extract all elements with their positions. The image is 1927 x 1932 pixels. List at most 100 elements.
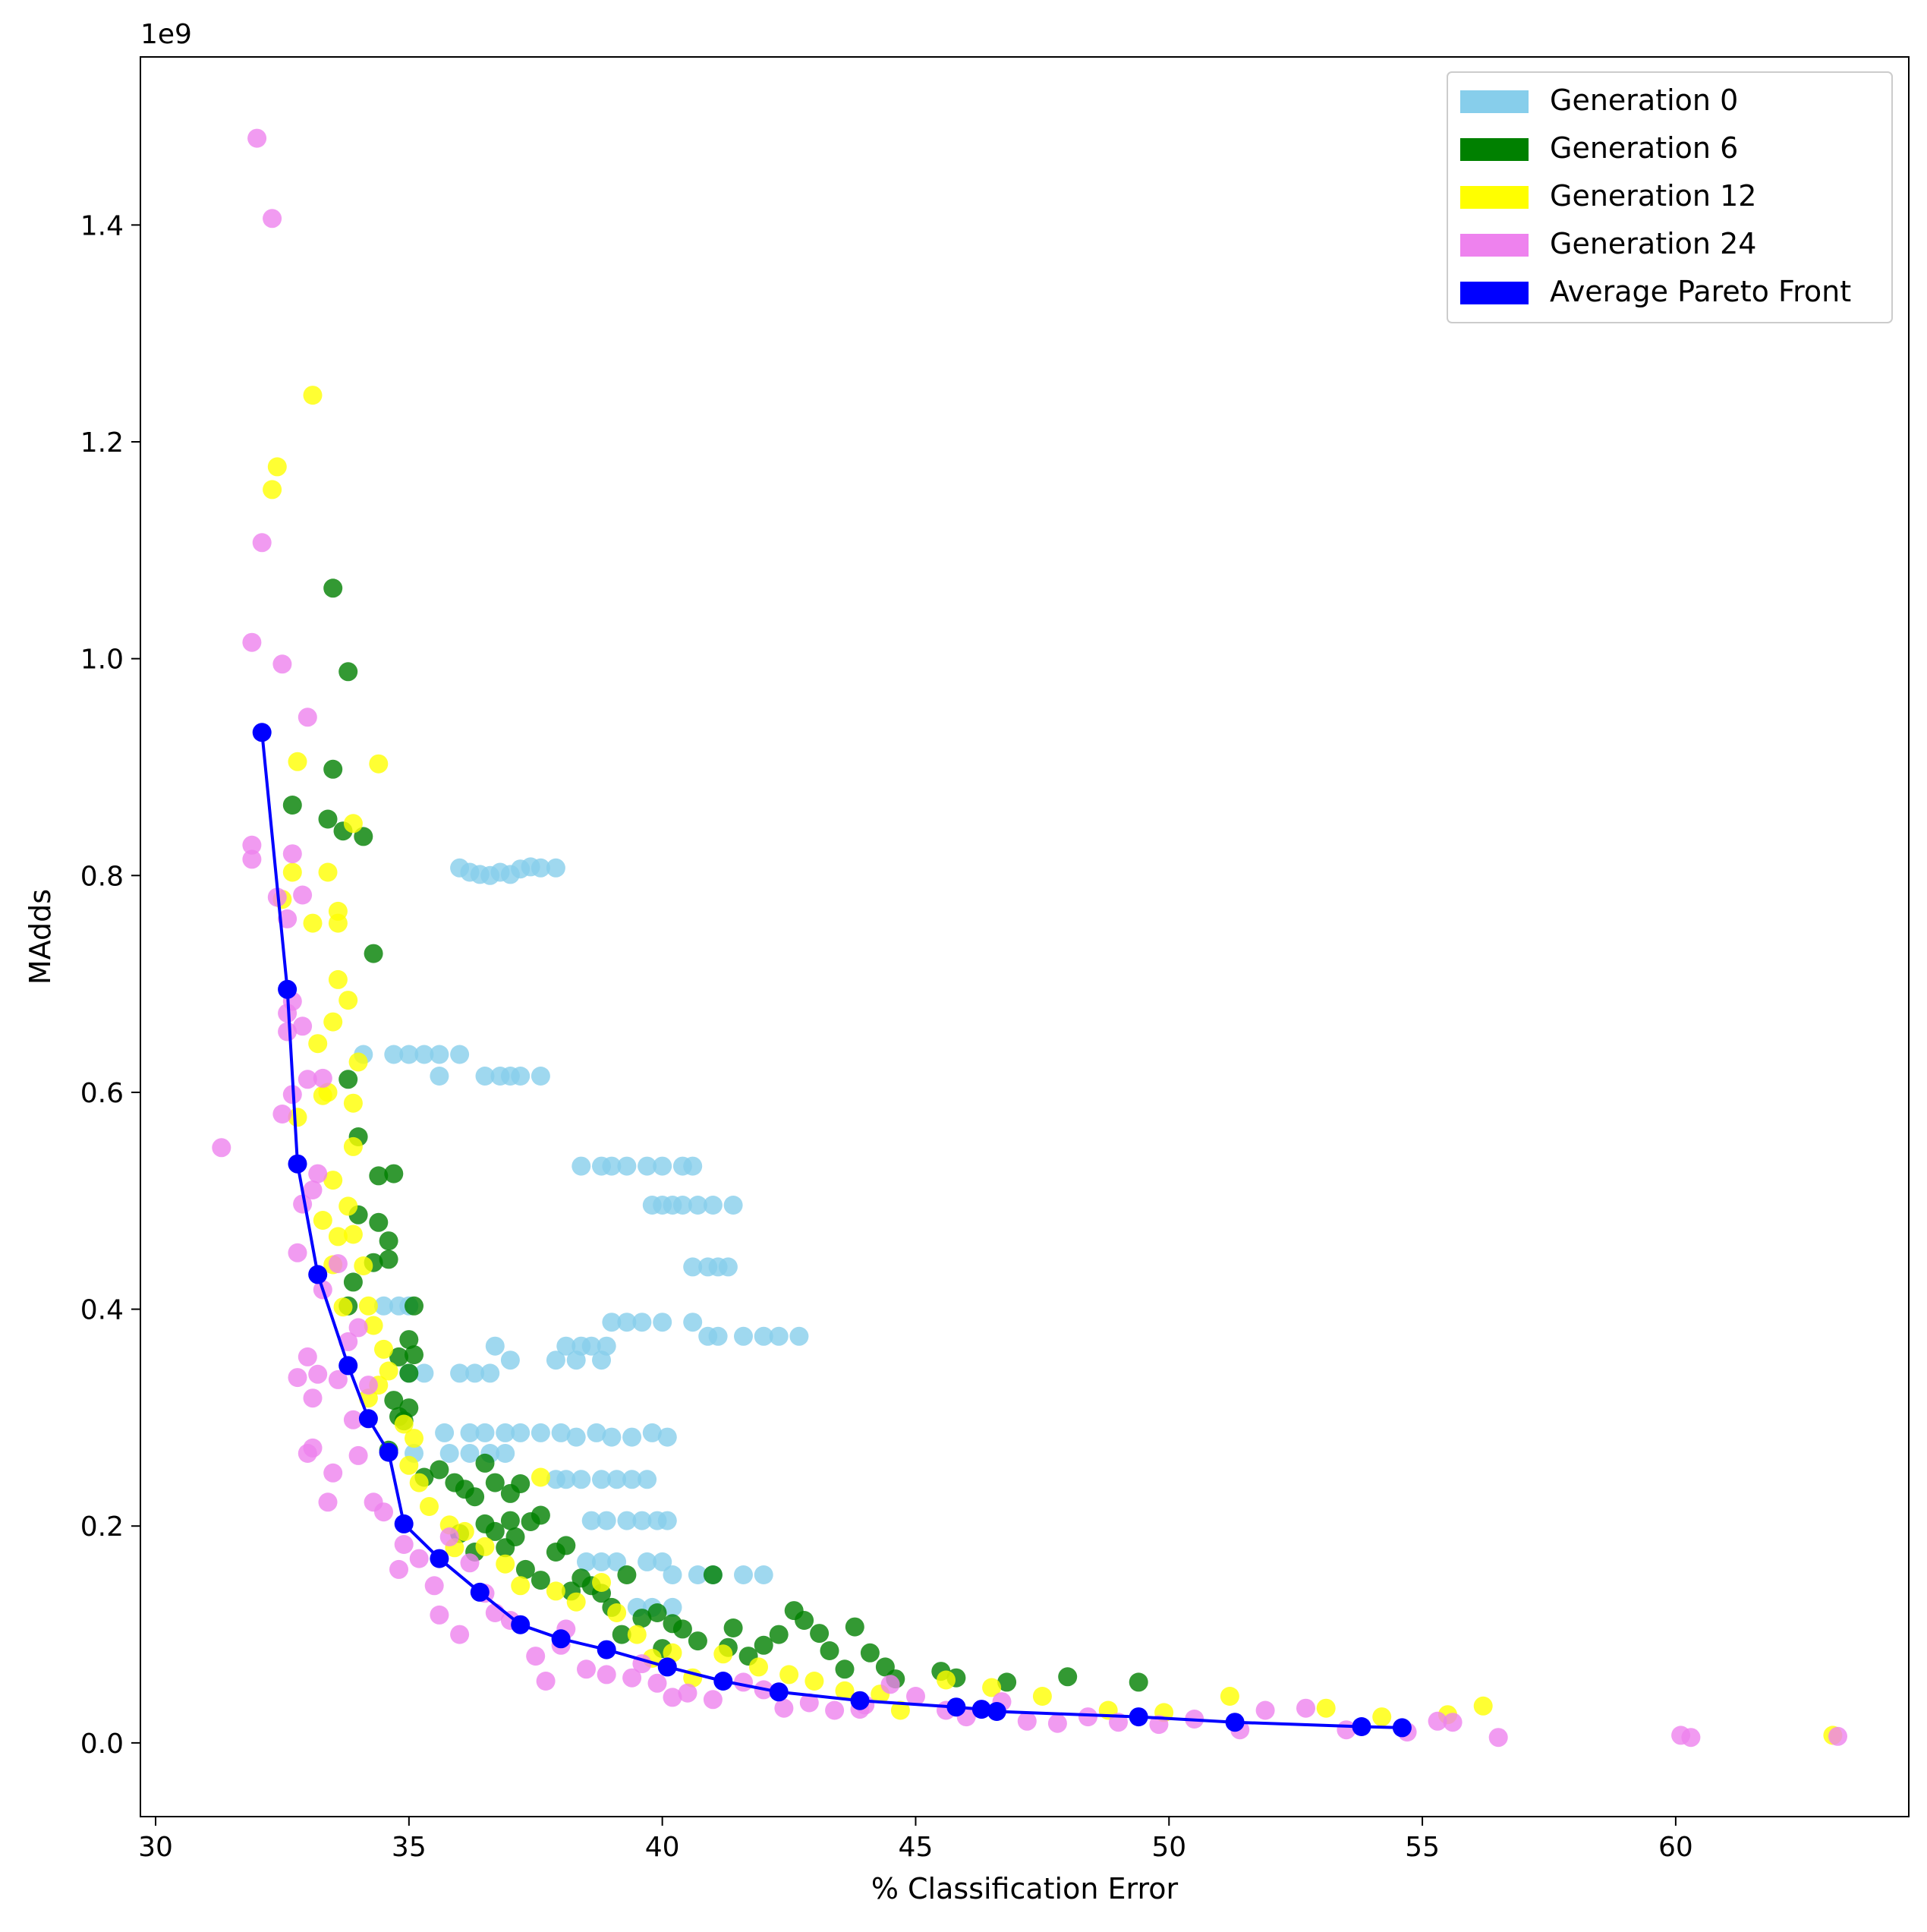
scatter-point [308,1164,328,1183]
scatter-point [394,1414,414,1434]
scatter-point [399,1330,419,1350]
scatter-point [566,1427,586,1447]
scatter-point [556,1470,576,1489]
x-axis-label: % Classification Error [871,1872,1179,1905]
y-axis-label: MAdds [24,889,57,985]
scatter-point [860,1643,880,1663]
scatter-point [272,1105,292,1124]
scatter-point [328,969,348,989]
scatter-point [703,1565,723,1584]
scatter-point [282,862,302,882]
scatter-point [354,827,373,846]
scatter-point [820,1641,839,1660]
scatter-point [308,1034,328,1054]
scatter-point [982,1678,1002,1697]
scatter-point [435,1423,455,1442]
scatter-point [672,1196,692,1215]
legend-swatch [1460,186,1529,209]
legend-entry: Generation 0 [1460,84,1738,117]
scatter-point [505,1527,525,1546]
scatter-point [298,1070,317,1089]
scatter-point [556,1336,576,1356]
legend-swatch [1460,282,1529,304]
scatter-point [374,1339,393,1359]
legend-label: Generation 0 [1550,84,1738,117]
scatter-point [703,1196,723,1215]
scatter-point [1488,1728,1508,1748]
legend-label: Generation 12 [1550,179,1756,213]
legend-label: Average Pareto Front [1550,275,1851,308]
scatter-point [551,1423,571,1442]
scatter-point [531,1067,550,1086]
scatter-point [789,1326,809,1346]
scatter-point [460,1423,480,1442]
scatter-point [734,1326,753,1346]
scatter-point [597,1511,616,1530]
plot-frame [140,56,1910,1817]
scatter-point [688,1196,707,1215]
series-0 [354,857,809,1617]
scatter-point [526,1647,546,1666]
scatter-point [358,1376,378,1395]
scatter-point [379,1250,398,1269]
scatter-point [734,1565,753,1584]
scatter-point [247,128,267,148]
scatter-point [439,1527,459,1546]
scatter-point [212,1138,231,1158]
scatter-point [278,1022,298,1042]
pareto-point [1225,1713,1245,1732]
scatter-point [288,752,307,771]
scatter-point [723,1618,743,1637]
x-tick-label: 50 [1151,1832,1186,1863]
scatter-point [328,1227,348,1247]
scatter-point [531,858,550,878]
scatter-point [399,1455,419,1475]
scatter-point [546,1581,565,1601]
x-tick-label: 35 [392,1832,427,1863]
scatter-point [571,1470,591,1489]
scatter-point [496,1554,515,1574]
scatter-point [531,1423,550,1442]
scatter-point [663,1597,682,1617]
scatter-point [536,1672,556,1691]
scatter-point [338,1070,358,1089]
scatter-point [374,1502,393,1522]
scatter-point [647,1603,667,1622]
pareto-point [946,1697,966,1717]
scatter-point [323,1463,343,1483]
scatter-point [683,1313,703,1332]
scatter-point [348,1318,368,1338]
pareto-point [551,1629,571,1649]
scatter-point [430,1045,449,1064]
scatter-point [531,1467,550,1487]
scatter-point [638,1470,657,1489]
pareto-point [657,1657,677,1677]
scatter-point [288,1243,307,1262]
scatter-point [263,480,282,500]
scatter-point [465,1487,485,1507]
scatter-point [303,386,323,405]
scatter-point [592,1552,611,1571]
scatter-point [450,1045,470,1064]
x-tick-label: 40 [645,1832,680,1863]
scatter-point [298,708,317,727]
scatter-point [632,1511,652,1530]
scatter-point [769,1625,789,1644]
scatter-point [328,913,348,933]
scatter-point [577,1659,596,1679]
scatter-point [318,862,338,882]
scatter-point [997,1672,1017,1692]
scatter-point [298,1444,317,1463]
scatter-point [364,944,383,963]
scatter-point [546,1351,565,1370]
scatter-point [511,1067,531,1086]
scatter-point [278,909,298,928]
scatter-point [343,814,363,834]
scatter-point [480,1363,500,1383]
scatter-point [439,1444,459,1463]
scatter-point [485,1336,505,1356]
pareto-point [987,1702,1006,1721]
scatter-point [374,1296,393,1316]
pareto-point [1392,1718,1412,1738]
scatter-point [577,1552,596,1571]
